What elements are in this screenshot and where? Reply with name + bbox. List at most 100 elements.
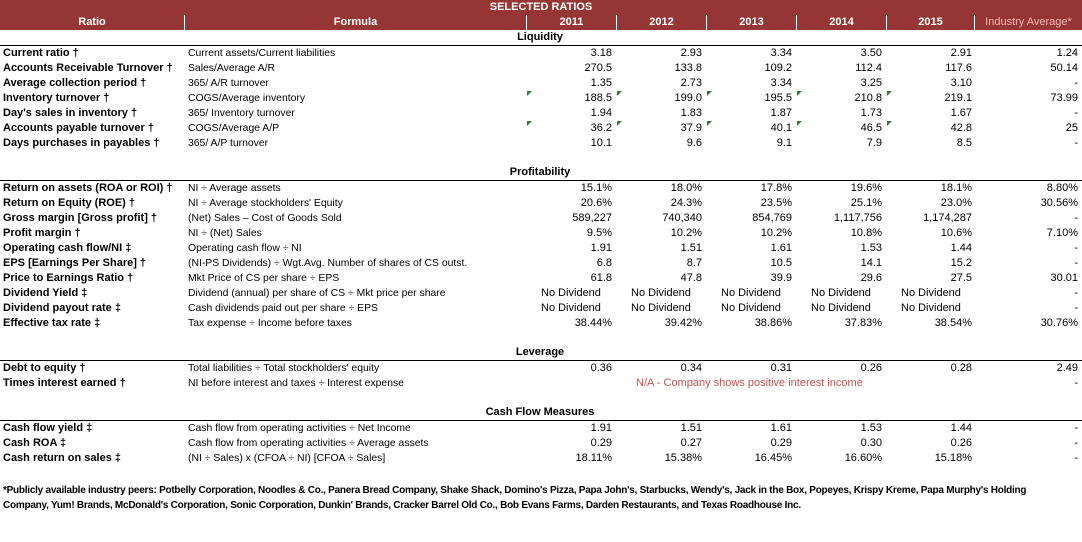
- year-value-cell: 37.83%: [844, 317, 882, 329]
- year-value-cell: 15.1%: [580, 182, 612, 194]
- ratio-formula: NI ÷ Average assets: [188, 183, 281, 194]
- year-value-cell: 3.34: [770, 47, 792, 59]
- year-value-cell: 1.51: [680, 242, 702, 254]
- ratio-formula: NI ÷ (Net) Sales: [188, 228, 262, 239]
- table-row: Operating cash flow/NI ‡ Operating cash f…: [0, 241, 1082, 256]
- ratio-name: Accounts Receivable Turnover †: [3, 62, 173, 74]
- year-value-cell: 1.51: [680, 422, 702, 434]
- ratio-formula: (NI-PS Dividends) ÷ Wgt.Avg. Number of s…: [188, 258, 468, 269]
- industry-average-cell: 30.56%: [1040, 197, 1078, 209]
- ratio-name: Profit margin †: [3, 227, 81, 239]
- year-value-cell: No Dividend: [631, 287, 691, 299]
- year-value-cell: 3.50: [860, 47, 882, 59]
- ratio-formula: (Net) Sales – Cost of Goods Sold: [188, 213, 342, 224]
- header-year-2015: 2015: [887, 15, 975, 30]
- year-value-cell: 40.1: [770, 122, 792, 134]
- table-row: Times interest earned † NI before interes…: [0, 376, 1082, 391]
- year-value-cell: 1.91: [590, 422, 612, 434]
- year-value-cell: 16.45%: [754, 452, 792, 464]
- year-value-cell: 10.2%: [760, 227, 792, 239]
- ratio-formula: Tax expense ÷ Income before taxes: [188, 318, 352, 329]
- comment-marker-icon: [797, 121, 802, 126]
- year-value-cell: 0.30: [860, 437, 882, 449]
- year-value-cell: 133.8: [674, 62, 702, 74]
- year-value-cell: 25.1%: [850, 197, 882, 209]
- year-value-cell: 1.83: [680, 107, 702, 119]
- comment-marker-icon: [617, 121, 622, 126]
- year-value-cell: 16.60%: [844, 452, 882, 464]
- table-row: Dividend payout rate ‡ Cash dividends pai…: [0, 301, 1082, 316]
- industry-average-cell: -: [1074, 302, 1078, 314]
- year-value-cell: 1.94: [590, 107, 612, 119]
- table-row: Average collection period † 365/ A/R turn…: [0, 76, 1082, 91]
- table-row: Return on Equity (ROE) † NI ÷ Average sto…: [0, 196, 1082, 211]
- header-year-2014: 2014: [797, 15, 887, 30]
- ratio-name: EPS [Earnings Per Share] †: [3, 257, 147, 269]
- year-value-cell: 2.93: [680, 47, 702, 59]
- year-value-cell: 10.8%: [850, 227, 882, 239]
- year-value-cell: 10.5: [770, 257, 792, 269]
- year-value-cell: No Dividend: [541, 287, 601, 299]
- year-value-cell: 3.25: [860, 77, 882, 89]
- ratio-name: Times interest earned †: [3, 377, 126, 389]
- comment-marker-icon: [707, 91, 712, 96]
- year-value-cell: 1.53: [860, 422, 882, 434]
- ratio-name: Price to Earnings Ratio †: [3, 272, 134, 284]
- ratio-formula: Total liabilities ÷ Total stockholders' …: [188, 363, 380, 374]
- ratio-formula: Sales/Average A/R: [188, 63, 276, 74]
- ratio-name: Day's sales in inventory †: [3, 107, 138, 119]
- peers-footnote: *Publicly available industry peers: Potb…: [3, 485, 1027, 511]
- year-value-cell: 10.2%: [670, 227, 702, 239]
- industry-average-cell: 25: [1065, 122, 1078, 134]
- table-row: Profit margin † NI ÷ (Net) Sales 9.5% 10.2%…: [0, 226, 1082, 241]
- industry-average-cell: -: [1074, 137, 1078, 149]
- year-value-cell: 29.6: [860, 272, 882, 284]
- year-value-cell: 0.26: [950, 437, 972, 449]
- year-value-cell: 39.9: [770, 272, 792, 284]
- industry-average-cell: 2.49: [1056, 362, 1078, 374]
- year-value-cell: 27.5: [950, 272, 972, 284]
- year-value-cell: 17.8%: [760, 182, 792, 194]
- year-value-cell: 14.1: [860, 257, 882, 269]
- industry-average-cell: 1.24: [1056, 47, 1078, 59]
- ratio-name: Cash flow yield ‡: [3, 422, 93, 434]
- year-value-cell: 3.18: [590, 47, 612, 59]
- ratio-name: Debt to equity †: [3, 362, 86, 374]
- year-value-cell: 112.4: [855, 62, 882, 74]
- section-profitability: Profitability: [509, 166, 571, 178]
- industry-average-cell: 7.10%: [1046, 227, 1078, 239]
- table-row: Gross margin [Gross profit] † (Net) Sales…: [0, 211, 1082, 226]
- year-value-cell: No Dividend: [631, 302, 691, 314]
- year-value-cell: 0.26: [860, 362, 882, 374]
- year-value-cell: 15.38%: [664, 452, 702, 464]
- table-row: Inventory turnover † COGS/Average invento…: [0, 91, 1082, 106]
- industry-average-cell: -: [1074, 437, 1078, 449]
- year-value-cell: 37.9: [680, 122, 702, 134]
- year-value-cell: 8.5: [956, 137, 972, 149]
- ratio-formula: (NI ÷ Sales) x (CFOA ÷ NI) [CFOA ÷ Sales…: [188, 453, 386, 464]
- ratio-formula: 365/ A/P turnover: [188, 138, 269, 149]
- year-value-cell: 199.0: [674, 92, 702, 104]
- section-cash-flow-measures: Cash Flow Measures: [485, 406, 595, 418]
- na-note: N/A - Company shows positive interest in…: [636, 377, 863, 389]
- year-value-cell: 1.44: [950, 242, 972, 254]
- header-year-2013: 2013: [707, 15, 797, 30]
- year-value-cell: 1.44: [950, 422, 972, 434]
- ratio-name: Average collection period †: [3, 77, 147, 89]
- year-value-cell: 188.5: [584, 92, 612, 104]
- ratio-name: Accounts payable turnover †: [3, 122, 154, 134]
- industry-average-cell: 30.76%: [1040, 317, 1078, 329]
- year-value-cell: No Dividend: [811, 287, 871, 299]
- header-formula: Formula: [185, 15, 527, 30]
- ratio-formula: Cash flow from operating activities ÷ Ne…: [188, 423, 411, 434]
- year-value-cell: 9.1: [776, 137, 792, 149]
- comment-marker-icon: [527, 91, 532, 96]
- year-value-cell: 3.34: [770, 77, 792, 89]
- year-value-cell: 0.31: [770, 362, 792, 374]
- year-value-cell: No Dividend: [721, 287, 781, 299]
- comment-marker-icon: [707, 121, 712, 126]
- year-value-cell: 10.1: [590, 137, 612, 149]
- ratio-formula: COGS/Average A/P: [188, 123, 280, 134]
- year-value-cell: 1.91: [590, 242, 612, 254]
- year-value-cell: 23.5%: [760, 197, 792, 209]
